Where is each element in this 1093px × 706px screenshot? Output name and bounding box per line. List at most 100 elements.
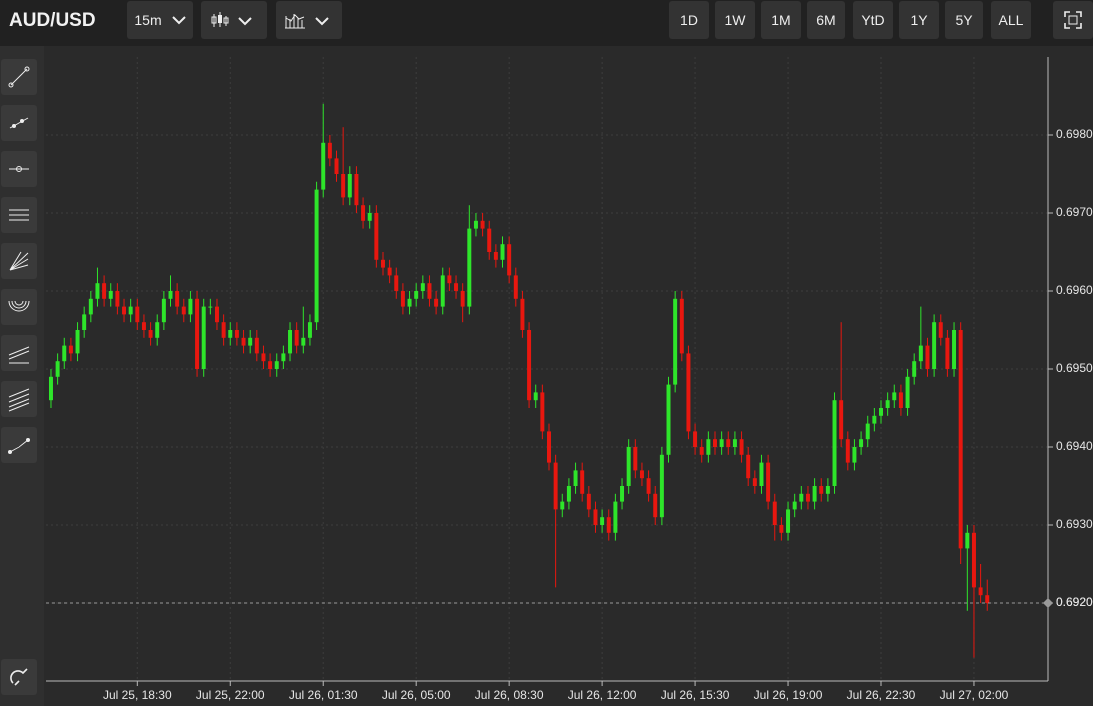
chart-type-select[interactable]: [201, 1, 267, 39]
last-price-marker: [1043, 598, 1053, 608]
trend-line-tool[interactable]: [1, 59, 37, 95]
candle-body: [580, 470, 585, 494]
candle-body: [214, 306, 219, 323]
candle-body: [334, 158, 339, 174]
candle-body: [387, 267, 392, 276]
candle-body: [693, 431, 698, 447]
candle-body: [533, 392, 538, 401]
candle-body: [839, 400, 844, 440]
candle-body: [606, 517, 611, 533]
candle-body: [540, 392, 545, 432]
x-tick-label: Jul 26, 08:30: [475, 688, 544, 702]
candle-body: [752, 478, 757, 486]
candle-body: [799, 493, 804, 502]
icon: [211, 12, 252, 27]
candle-body: [792, 501, 797, 510]
candle-body: [766, 462, 771, 502]
candle-body: [706, 439, 711, 455]
candle-body: [487, 228, 492, 252]
candle-body: [314, 189, 319, 323]
candle-body: [407, 298, 412, 307]
range-button[interactable]: 1M: [761, 1, 801, 39]
candle-body: [221, 322, 226, 338]
fib-tool[interactable]: [1, 381, 37, 417]
candle-body: [613, 501, 618, 533]
range-button[interactable]: 1Y: [899, 1, 939, 39]
y-tick-label: 0.6920: [1056, 595, 1093, 609]
x-tick-label: Jul 27, 02:00: [940, 688, 1009, 702]
candle-body: [128, 306, 133, 315]
range-button[interactable]: 1D: [669, 1, 709, 39]
candle-body: [201, 306, 206, 369]
range-button[interactable]: 6M: [807, 1, 845, 39]
candle-body: [181, 306, 186, 315]
y-tick-label: 0.6930: [1056, 517, 1093, 531]
icon: [9, 209, 29, 221]
range-button[interactable]: 5Y: [945, 1, 983, 39]
candle-body: [175, 291, 180, 307]
candle-body: [932, 322, 937, 369]
x-tick-label: Jul 26, 05:00: [382, 688, 451, 702]
candle-body: [62, 345, 67, 362]
interval-select[interactable]: 15m: [127, 1, 193, 39]
top-bar: AUD/USD 15m 1D 1W 1M 6M YtD 1Y 5Y ALL: [0, 0, 1093, 46]
candle-body: [952, 330, 957, 369]
candle-body: [281, 353, 286, 362]
candle-body: [872, 415, 877, 424]
candle-body: [380, 259, 385, 268]
candle-body: [713, 439, 717, 447]
candle-body: [626, 447, 631, 486]
candle-body: [88, 298, 93, 315]
candle-body: [686, 353, 691, 432]
range-button[interactable]: YtD: [853, 1, 893, 39]
path-tool[interactable]: [1, 427, 37, 463]
candle-body: [520, 298, 525, 330]
candle-body: [633, 447, 638, 471]
pitchfork-tool[interactable]: [1, 335, 37, 371]
candle-body: [726, 439, 731, 447]
candle-body: [918, 345, 923, 362]
candle-body: [420, 283, 425, 291]
candle-body: [434, 298, 439, 307]
candle-body: [600, 517, 605, 525]
range-button[interactable]: ALL: [991, 1, 1031, 39]
candle-body: [746, 454, 751, 479]
y-tick-label: 0.6950: [1056, 361, 1093, 375]
ray-tool[interactable]: [1, 105, 37, 141]
interval: 15m: [134, 12, 162, 28]
candle-body: [513, 275, 518, 299]
candle-body: [679, 298, 684, 354]
icon: [8, 66, 30, 88]
candle-body: [228, 330, 233, 338]
drawing-toolbar: [0, 46, 44, 706]
fan-tool[interactable]: [1, 243, 37, 279]
candle-body: [620, 486, 625, 502]
candle-body: [905, 376, 910, 408]
candle-body: [108, 291, 113, 299]
candle-body: [898, 392, 903, 408]
candle-body: [168, 291, 173, 299]
candle-body: [985, 595, 990, 603]
fullscreen-button[interactable]: [1053, 1, 1093, 39]
icon: [9, 251, 29, 271]
magnet-tool[interactable]: [1, 659, 37, 695]
candle-body: [115, 291, 120, 307]
range-button[interactable]: 1W: [715, 1, 755, 39]
candle-body: [75, 330, 80, 354]
candle-body: [155, 322, 160, 338]
candle-body: [845, 439, 850, 463]
candle-body: [460, 291, 465, 307]
candle-body: [208, 306, 213, 308]
candle-body: [586, 493, 591, 510]
candle-body: [361, 205, 366, 221]
x-tick-label: Jul 26, 15:30: [661, 688, 730, 702]
arc-tool[interactable]: [1, 289, 37, 325]
x-tick-label: Jul 26, 01:30: [289, 688, 358, 702]
horizontal-line-tool[interactable]: [1, 151, 37, 187]
candle-body: [327, 142, 332, 159]
candle-body: [507, 244, 512, 276]
channel-tool[interactable]: [1, 197, 37, 233]
candle-body: [859, 439, 864, 447]
indicator-select[interactable]: [276, 1, 342, 39]
candle-body: [732, 439, 737, 447]
